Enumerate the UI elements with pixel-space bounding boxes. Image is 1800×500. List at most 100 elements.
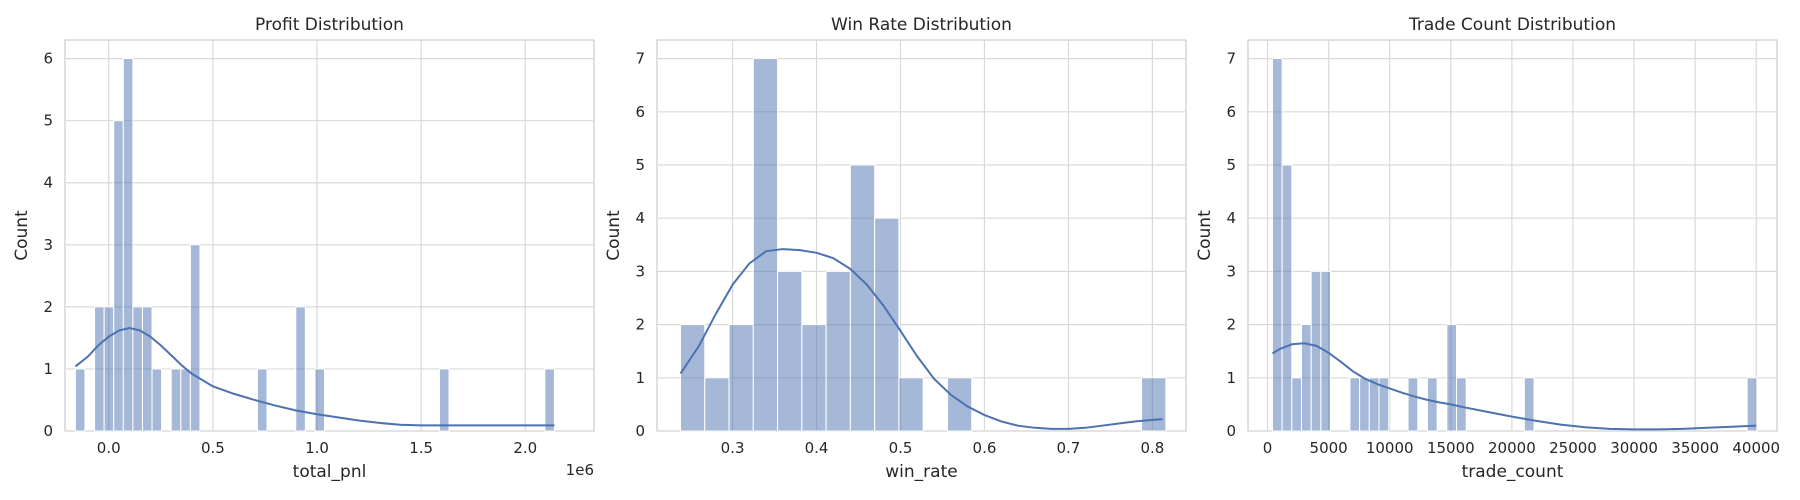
y-tick-label: 3 <box>635 262 645 280</box>
histogram-bar <box>1446 324 1458 432</box>
x-tick-label: 10000 <box>1366 439 1414 457</box>
histogram-bar <box>1310 270 1322 432</box>
grid <box>657 40 1186 432</box>
x-axis-label: win_rate <box>885 462 957 482</box>
y-tick-label: 0 <box>43 422 53 440</box>
histogram-bar <box>752 58 779 432</box>
y-tick-label: 4 <box>635 209 645 227</box>
y-tick-label: 7 <box>1226 50 1236 68</box>
y-tick-label: 2 <box>43 298 53 316</box>
chart-panel-1: 0.0 0.5 1.0 1.5 2.0 0 1 2 3 4 5 6 1e6 Profit Distribu… <box>12 15 595 482</box>
y-axis-label: Count <box>12 210 32 261</box>
histogram-bar <box>74 368 86 432</box>
x-tick-label: 25000 <box>1549 439 1597 457</box>
y-tick-label: 4 <box>1226 209 1236 227</box>
histogram-bar <box>1368 377 1380 432</box>
histogram-bar <box>151 368 163 432</box>
x-tick-label: 5000 <box>1310 439 1348 457</box>
histogram-bar <box>1291 377 1302 432</box>
histogram-bar <box>898 377 924 432</box>
x-tick-label: 0.0 <box>97 439 121 457</box>
histogram-bar <box>544 368 555 432</box>
histogram-bar <box>314 368 326 432</box>
histogram-bar <box>132 306 143 432</box>
histogram-bar <box>704 377 730 432</box>
histogram-bar <box>777 270 803 432</box>
histogram-bar <box>141 306 153 432</box>
x-tick-label: 0.3 <box>721 439 745 457</box>
histogram-bar <box>1300 324 1312 432</box>
x-tick-label: 0.7 <box>1057 439 1081 457</box>
histogram-bar <box>1426 377 1438 432</box>
plot-area <box>64 39 595 432</box>
histogram-bar <box>113 120 124 432</box>
x-axis-label: trade_count <box>1462 462 1564 482</box>
histogram-bar <box>1281 164 1293 432</box>
y-tick-label: 6 <box>635 103 645 121</box>
y-tick-label: 7 <box>635 50 645 68</box>
y-tick-label: 6 <box>43 50 53 68</box>
x-tick-label: 15000 <box>1427 439 1475 457</box>
histogram-bar <box>874 217 900 432</box>
histogram-bar <box>825 270 851 432</box>
x-tick-label: 40000 <box>1732 439 1780 457</box>
histogram-bar <box>103 306 115 432</box>
y-tick-label: 1 <box>43 360 53 378</box>
histogram-bar <box>1359 377 1370 432</box>
y-axis-label: Count <box>1195 210 1215 261</box>
histogram-bar <box>295 306 306 432</box>
histogram-bar <box>1407 377 1419 432</box>
histogram-bar <box>122 58 134 432</box>
histogram-bar <box>1349 377 1361 432</box>
histogram-bar <box>1378 377 1390 432</box>
histogram-bars <box>74 58 555 432</box>
y-tick-label: 5 <box>43 112 53 130</box>
y-tick-label: 2 <box>1226 316 1236 334</box>
kde-line <box>679 248 1163 430</box>
x-tick-label: 0.4 <box>805 439 829 457</box>
x-tick-label: 1.0 <box>305 439 329 457</box>
y-tick-label: 1 <box>1226 369 1236 387</box>
x-tick-label: 20000 <box>1488 439 1536 457</box>
histogram-bar <box>170 368 182 432</box>
histogram-bar <box>1141 377 1167 432</box>
histogram-bar <box>180 368 191 432</box>
x-tick-label: 1.5 <box>409 439 433 457</box>
histogram-bar <box>189 244 201 432</box>
y-tick-label: 1 <box>635 369 645 387</box>
chart-panel-3: 0 5000 10000 15000 20000 25000 30000 35000 40000… <box>1195 15 1780 482</box>
histogram-bar <box>94 306 105 432</box>
chart-title: Profit Distribution <box>255 15 404 35</box>
histogram-bar <box>849 164 876 432</box>
histogram-bar <box>728 324 754 432</box>
y-tick-label: 3 <box>43 236 53 254</box>
chart-title: Win Rate Distribution <box>831 15 1012 35</box>
histogram-bar <box>1271 58 1283 432</box>
x-tick-label: 0.8 <box>1140 439 1164 457</box>
y-tick-label: 2 <box>635 316 645 334</box>
histogram-bar <box>256 368 268 432</box>
x-tick-label: 0.5 <box>889 439 913 457</box>
x-tick-label: 35000 <box>1671 439 1719 457</box>
histogram-bar <box>1456 377 1467 432</box>
x-tick-label: 0 <box>1263 439 1273 457</box>
histogram-bar <box>438 368 450 432</box>
x-tick-label: 30000 <box>1610 439 1658 457</box>
x-tick-label: 2.0 <box>513 439 537 457</box>
y-tick-label: 3 <box>1226 262 1236 280</box>
x-offset-text: 1e6 <box>566 461 594 479</box>
histogram-bar <box>1523 377 1535 432</box>
y-tick-label: 6 <box>1226 103 1236 121</box>
y-tick-label: 5 <box>1226 156 1236 174</box>
histogram-bar <box>801 324 827 432</box>
y-axis-label: Count <box>604 210 624 261</box>
x-tick-label: 0.5 <box>201 439 225 457</box>
x-tick-label: 0.6 <box>973 439 997 457</box>
y-tick-label: 5 <box>635 156 645 174</box>
chart-panel-2: 0.3 0.4 0.5 0.6 0.7 0.8 0 1 2 3 4 5 6 7 Win Rate Distr… <box>604 15 1187 482</box>
kde-line <box>74 326 555 427</box>
histogram-bar <box>1746 377 1758 432</box>
y-tick-label: 4 <box>43 174 53 192</box>
y-tick-label: 0 <box>1226 422 1236 440</box>
